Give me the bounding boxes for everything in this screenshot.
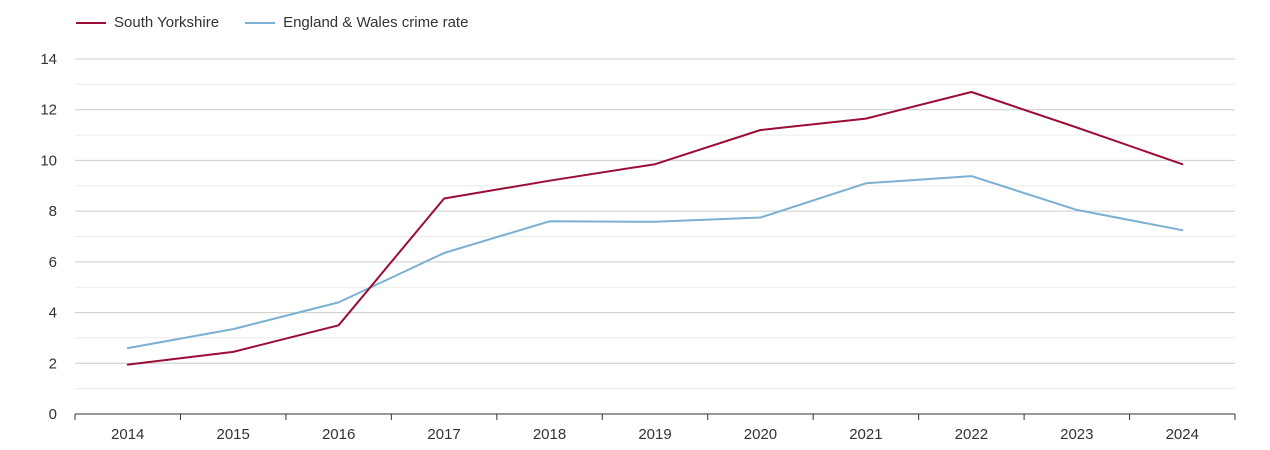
y-tick-label: 10	[40, 152, 57, 169]
y-tick-label: 4	[49, 305, 57, 322]
data-point[interactable]	[336, 299, 342, 305]
data-point[interactable]	[1074, 124, 1080, 130]
x-tick-label: 2015	[216, 426, 249, 443]
x-tick-label: 2014	[111, 426, 144, 443]
data-point[interactable]	[230, 349, 236, 355]
data-point[interactable]	[547, 178, 553, 184]
y-tick-label: 2	[49, 355, 57, 372]
y-tick-label: 14	[40, 51, 57, 68]
data-point[interactable]	[863, 180, 869, 186]
x-tick-label: 2020	[744, 426, 777, 443]
legend-item-england-wales[interactable]: England & Wales crime rate	[245, 14, 468, 31]
legend-label-england-wales: England & Wales crime rate	[283, 14, 469, 31]
data-point[interactable]	[757, 214, 763, 220]
x-tick-label: 2018	[533, 426, 566, 443]
data-point[interactable]	[757, 127, 763, 133]
x-tick-label: 2024	[1166, 426, 1199, 443]
data-point[interactable]	[968, 173, 974, 179]
series-lines	[125, 89, 1185, 368]
legend: South Yorkshire England & Wales crime ra…	[76, 14, 468, 31]
data-point[interactable]	[441, 195, 447, 201]
x-tick-label: 2021	[849, 426, 882, 443]
legend-swatch-england-wales	[245, 21, 276, 24]
data-point[interactable]	[652, 219, 658, 225]
x-tick-label: 2019	[638, 426, 671, 443]
data-point[interactable]	[336, 322, 342, 328]
legend-item-south-yorkshire[interactable]: South Yorkshire	[76, 14, 219, 31]
gridlines	[75, 58, 1235, 390]
series-line-england-wales-crime-rate[interactable]	[126, 175, 1184, 350]
x-tick-label: 2017	[427, 426, 460, 443]
data-point[interactable]	[1074, 207, 1080, 213]
data-point[interactable]	[230, 326, 236, 332]
data-point[interactable]	[863, 116, 869, 122]
legend-label-south-yorkshire: South Yorkshire	[114, 14, 220, 31]
y-tick-label: 12	[40, 102, 57, 119]
axes	[74, 413, 1236, 420]
data-point[interactable]	[1179, 227, 1185, 233]
y-tick-label: 6	[49, 254, 57, 271]
data-point[interactable]	[968, 89, 974, 95]
y-tick-label: 0	[49, 406, 57, 423]
data-point[interactable]	[441, 250, 447, 256]
data-point[interactable]	[547, 218, 553, 224]
x-tick-label: 2016	[322, 426, 355, 443]
legend-swatch-south-yorkshire	[76, 21, 106, 24]
x-tick-label: 2023	[1060, 426, 1093, 443]
data-point[interactable]	[652, 161, 658, 167]
tick-labels: 0 2 4 6 8 10 12 14 2014 2015 2016 2017 2018 2019 2020 2…	[40, 51, 1199, 443]
data-point[interactable]	[125, 345, 131, 351]
data-point[interactable]	[1179, 161, 1185, 167]
x-tick-label: 2022	[955, 426, 988, 443]
series-line-south-yorkshire[interactable]	[126, 91, 1184, 366]
data-point[interactable]	[125, 362, 131, 368]
y-tick-label: 8	[49, 203, 57, 220]
